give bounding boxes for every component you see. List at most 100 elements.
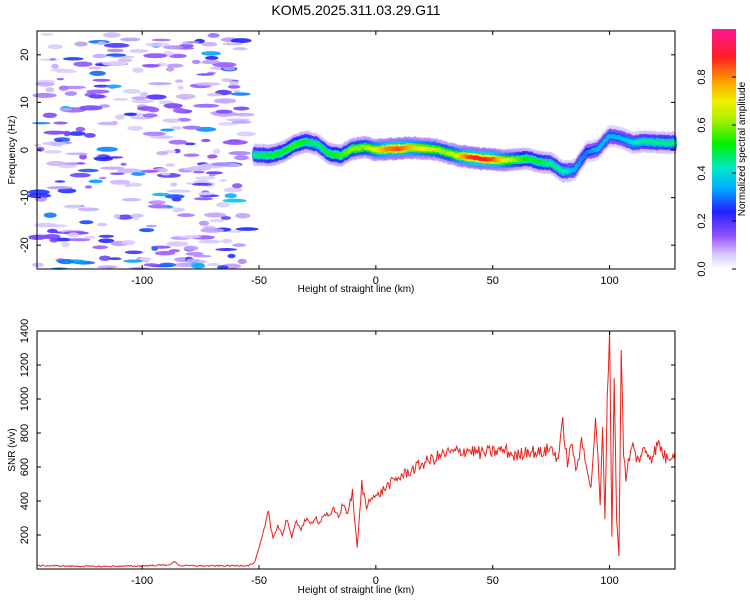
noise-blob	[111, 120, 118, 126]
noise-blob	[221, 78, 233, 82]
noise-blob	[204, 212, 226, 218]
noise-blob	[205, 56, 219, 60]
noise-blob	[86, 89, 110, 94]
noise-blob	[170, 182, 178, 187]
noise-blob	[92, 78, 111, 82]
noise-blob	[175, 93, 196, 100]
noise-blob	[233, 90, 241, 93]
noise-blob	[59, 107, 72, 112]
noise-blob	[32, 262, 44, 268]
x-tick-label: -100	[131, 575, 153, 587]
snr-frame	[36, 330, 676, 570]
noise-blob	[121, 198, 142, 202]
noise-blob	[231, 120, 252, 124]
noise-blob	[77, 207, 100, 212]
noise-blob	[212, 62, 237, 68]
noise-blob	[74, 41, 88, 47]
noise-blob	[166, 67, 175, 72]
noise-blob	[67, 232, 80, 238]
noise-blob	[192, 182, 213, 186]
x-tick-label: 50	[487, 575, 499, 587]
colorbar-tick-label: 0.2	[696, 213, 708, 228]
noise-blob	[116, 214, 134, 220]
noise-blob	[131, 172, 146, 176]
y-tick-label: 600	[19, 458, 31, 476]
noise-blob	[43, 234, 61, 240]
noise-blob	[40, 33, 54, 36]
noise-blob	[36, 79, 56, 83]
noise-blob	[154, 251, 176, 256]
x-tick-label: 0	[373, 275, 379, 287]
noise-blob	[128, 182, 143, 187]
colorbar-tick-label: 0.8	[696, 69, 708, 84]
noise-blob	[113, 214, 121, 219]
noise-blob	[34, 222, 58, 228]
noise-blob	[147, 107, 160, 113]
y-tick-label: 10	[19, 96, 31, 108]
noise-blob	[46, 161, 67, 166]
noise-blob	[194, 176, 216, 180]
noise-blob	[36, 146, 45, 152]
noise-blob	[237, 258, 247, 264]
snr-y-ticks: 200 400 600 800 1000 1200 1400	[19, 319, 675, 544]
noise-blob	[46, 186, 73, 190]
noise-blob	[105, 53, 127, 57]
noise-blob	[114, 114, 125, 120]
spectrogram-x-ticks: -100 -50 0 50 100	[131, 31, 619, 287]
noise-blob	[165, 163, 176, 167]
noise-blob	[232, 183, 243, 189]
colorbar-gradient	[712, 29, 736, 269]
noise-blob	[68, 238, 91, 242]
noise-blob	[92, 53, 107, 59]
noise-blob	[207, 154, 218, 159]
noise-blob	[198, 220, 210, 226]
y-tick-label: -20	[19, 237, 31, 253]
snr-line	[36, 330, 676, 568]
noise-blob	[63, 130, 71, 137]
noise-blob	[27, 193, 51, 199]
x-tick-label: 0	[373, 575, 379, 587]
noise-blob	[191, 263, 206, 269]
noise-blob	[58, 85, 69, 91]
noise-blob	[228, 230, 242, 233]
y-tick-label: 1000	[19, 387, 31, 411]
noise-blob	[232, 112, 255, 117]
y-tick-label: 1200	[19, 353, 31, 377]
noise-blob	[88, 179, 103, 184]
noise-blob	[39, 58, 60, 61]
noise-blob	[120, 37, 141, 42]
noise-blob	[235, 212, 251, 219]
noise-blob	[123, 259, 143, 263]
noise-blob	[223, 187, 243, 193]
noise-blob	[200, 228, 225, 233]
noise-blob	[224, 193, 237, 199]
spectrogram-echo-layer	[252, 124, 678, 184]
noise-blob	[228, 151, 251, 156]
noise-blob	[216, 202, 231, 208]
noise-blob	[98, 176, 107, 180]
noise-blob	[145, 94, 167, 100]
noise-blob	[49, 58, 57, 61]
noise-blob	[63, 204, 83, 209]
noise-blob	[77, 168, 99, 173]
noise-blob	[33, 143, 42, 147]
noise-blob	[143, 263, 159, 267]
noise-blob	[173, 262, 195, 268]
colorbar: 0.0 0.2 0.4 0.6 0.8 Normalized spectral ampl…	[696, 29, 748, 277]
noise-blob	[192, 170, 205, 174]
noise-blob	[195, 126, 217, 132]
noise-blob	[84, 235, 96, 239]
noise-blob	[79, 220, 94, 225]
noise-blob	[75, 126, 86, 132]
noise-blob	[106, 84, 122, 89]
noise-blob	[147, 82, 172, 86]
noise-blob	[183, 153, 200, 157]
noise-blob	[147, 204, 172, 209]
noise-blob	[230, 92, 251, 96]
noise-blob	[49, 237, 59, 243]
noise-blob	[236, 131, 256, 137]
noise-blob	[215, 248, 238, 251]
noise-blob	[217, 265, 229, 270]
noise-blob	[172, 207, 183, 213]
